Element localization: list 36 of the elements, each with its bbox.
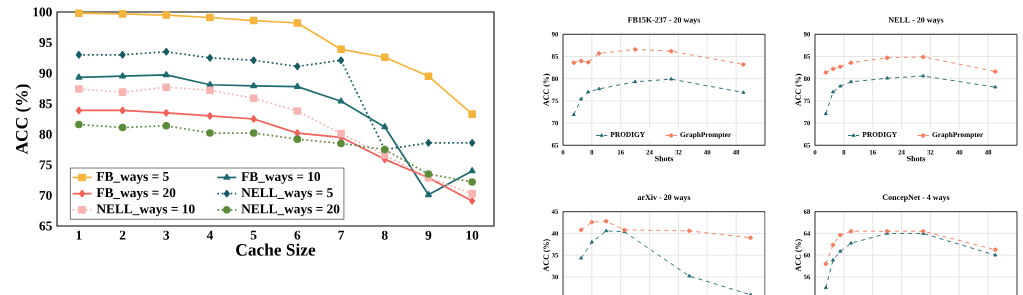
legend-label: NELL_ways = 5 [241, 188, 333, 200]
y-tick-label: 95 [39, 38, 52, 48]
x-tick-label: 1 [76, 230, 82, 240]
x-tick-label: 10 [466, 230, 479, 240]
x-tick-label: 9 [425, 230, 432, 240]
x-tick-label: 6 [294, 230, 301, 240]
chart-title: FB15K-237 - 20 ways [627, 17, 701, 25]
legend-label: FB_ways = 10 [241, 172, 321, 184]
y-tick-label: 90 [39, 68, 52, 78]
chart-title: arXiv - 20 ways [637, 194, 691, 202]
y-axis-title: ACC (%) [795, 239, 803, 272]
y-tick-label: 100 [33, 7, 52, 17]
legend-label: FB_ways = 5 [96, 172, 169, 184]
chart-title: NELL - 20 ways [888, 17, 944, 25]
x-tick-label: 4 [206, 230, 214, 240]
x-tick-label: 3 [163, 230, 170, 240]
legend-label: NELL_ways = 10 [96, 204, 195, 217]
x-axis-title: Shots [655, 155, 674, 162]
y-tick-label: 70 [39, 190, 52, 200]
x-axis-title: Shots [907, 155, 926, 162]
y-axis-title: ACC (%) [543, 73, 551, 107]
x-tick-label: 2 [119, 230, 126, 240]
y-tick-label: 80 [39, 129, 52, 139]
y-tick-label: 75 [39, 160, 52, 170]
x-tick-label: 5 [250, 230, 257, 240]
y-tick-label: 65 [39, 221, 52, 231]
chart-title: ConcepNet - 4 ways [882, 194, 950, 202]
legend-label: FB_ways = 20 [96, 188, 176, 200]
y-tick-label: 85 [39, 99, 52, 109]
x-tick-label: 8 [381, 230, 388, 240]
legend-label: NELL_ways = 20 [241, 204, 340, 217]
y-axis-title: ACC (%) [543, 239, 551, 272]
x-axis-title: Cache Size [236, 243, 316, 256]
x-tick-label: 7 [338, 230, 345, 240]
y-axis-title: ACC (%) [15, 84, 32, 155]
y-axis-title: ACC (%) [795, 73, 803, 107]
